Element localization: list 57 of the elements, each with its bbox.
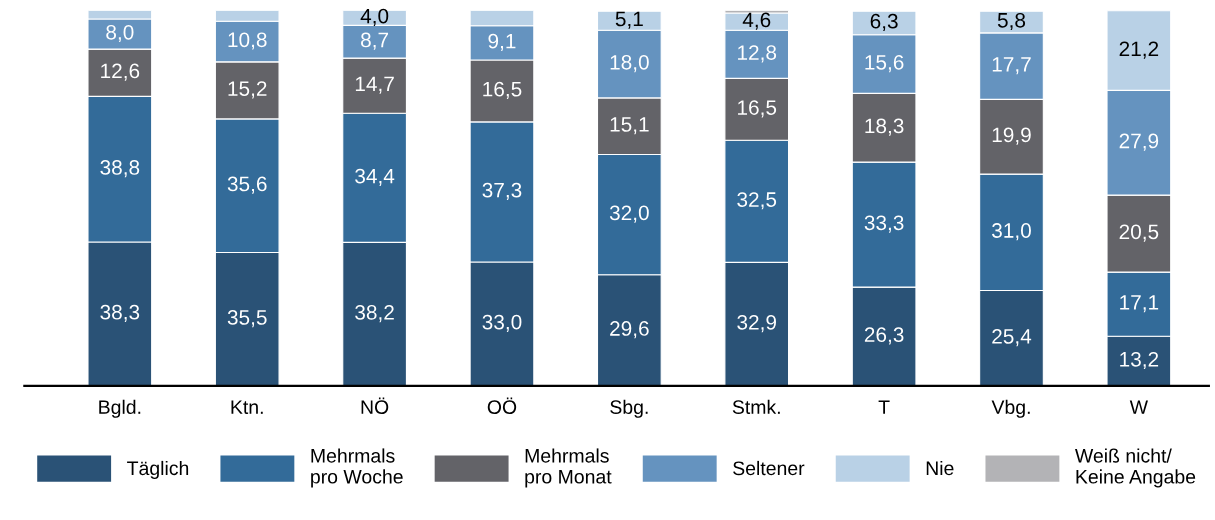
data-label: 37,3 [482,182,522,200]
legend-label: Mehrmals pro Woche [311,448,403,488]
data-label: 20,5 [1119,224,1159,242]
data-label: 5,8 [997,12,1026,31]
data-label: 12,6 [101,63,140,81]
data-label: 32,5 [737,192,777,210]
x-tick-label: Vbg. [991,399,1030,418]
data-label: 25,4 [992,329,1032,347]
data-label: 15,2 [228,81,267,99]
data-label: 26,3 [864,327,904,345]
legend-label: Nie [926,460,954,476]
x-tick-label: Ktn. [231,400,263,414]
x-tick-label: NÖ [361,397,389,415]
data-label: 32,9 [737,314,777,333]
legend-label: Mehrmals pro Monat [525,448,612,488]
data-label: 38,8 [100,160,140,178]
data-label: 4,6 [742,12,771,30]
data-label: 4,0 [360,8,389,26]
data-label: 12,8 [738,45,777,63]
data-label: 8,0 [106,24,134,43]
data-label: 16,5 [738,100,777,118]
legend-label: Weiß nicht/ Keine Angabe [1075,448,1196,488]
legend-label: Täglich [127,460,189,480]
legend-label: Seltener [733,460,805,476]
data-label: 8,7 [361,32,389,50]
data-label: 15,6 [865,54,904,73]
data-label: 18,0 [610,54,649,73]
data-label: 32,0 [609,205,649,223]
data-label: 6,3 [870,13,898,32]
data-label: 33,0 [482,314,522,332]
data-label: 29,6 [610,321,649,339]
data-label: 10,8 [228,32,267,50]
data-label: 35,5 [227,310,267,328]
data-label: 19,9 [992,127,1031,145]
x-tick-label: Sbg. [610,399,648,418]
data-label: 15,1 [610,117,649,135]
data-label: 33,3 [864,215,904,233]
x-tick-label: Bgld. [99,399,141,418]
data-label: 34,4 [355,168,395,186]
data-label: 9,1 [488,33,516,51]
data-label: 14,7 [355,76,394,94]
data-label: 17,1 [1120,295,1159,313]
x-tick-label: T [878,400,890,414]
data-label: 35,6 [227,176,267,194]
x-tick-label: OÖ [487,397,517,415]
data-label: 13,2 [1120,351,1159,370]
data-label: 31,0 [992,223,1031,241]
x-tick-label: W [1129,400,1148,414]
data-label: 5,1 [615,11,643,29]
data-label: 38,3 [100,304,140,322]
data-label: 16,5 [483,81,522,99]
data-label: 38,2 [355,304,394,323]
data-label: 21,2 [1119,41,1159,59]
data-label: 17,7 [992,57,1031,75]
data-label: 27,9 [1119,133,1159,151]
x-tick-label: Stmk. [732,399,780,415]
data-label: 18,3 [865,118,904,136]
